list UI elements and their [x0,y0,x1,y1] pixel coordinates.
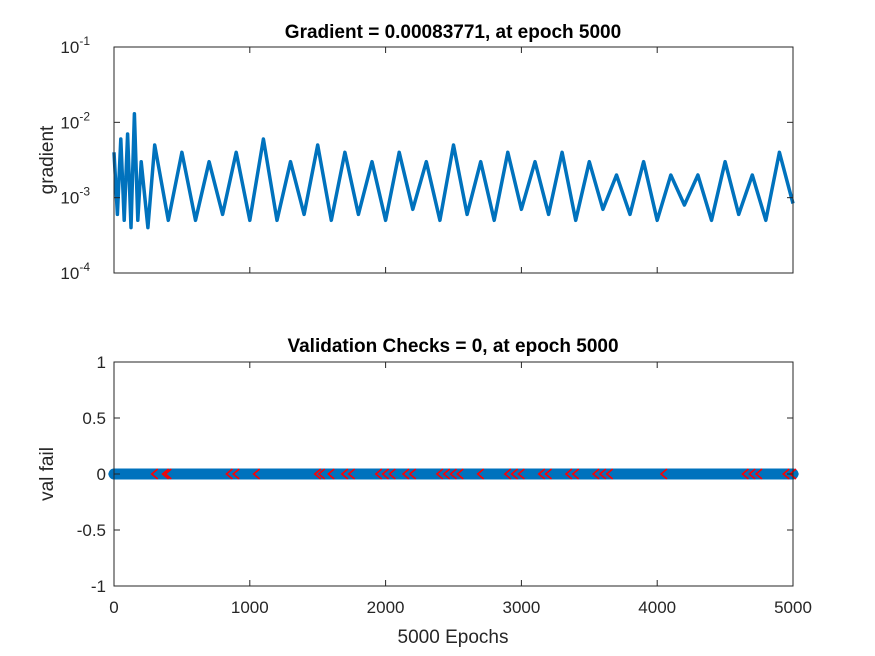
validation-highlight-marker [231,468,240,480]
validation-plot-title: Validation Checks = 0, at epoch 5000 [287,336,618,357]
x-tick-label: 0 [109,598,118,617]
validation-highlight-marker [476,468,485,480]
validation-highlight-marker [781,468,790,480]
validation-highlight-marker [741,468,749,480]
x-tick-label: 3000 [502,598,540,617]
x-axis-label: 5000 Epochs [398,627,509,648]
validation-highlight-marker [571,468,580,480]
validation-highlight-marker [544,468,553,480]
validation-y-tick-label: -0.5 [77,521,106,540]
x-tick-label: 4000 [638,598,676,617]
validation-highlight-marker [408,468,417,480]
validation-highlight-marker [340,468,349,480]
validation-highlight-marker [456,468,464,480]
validation-highlight-marker [435,468,444,480]
validation-highlight-marker [598,468,607,480]
gradient-line [112,111,795,230]
validation-highlight-marker [517,468,525,480]
gradient-y-tick-label: 10-3 [60,185,90,208]
validation-highlight-marker [442,468,451,480]
validation-y-tick-label: -1 [91,577,106,596]
validation-highlight-marker [347,468,356,480]
validation-highlight-marker [537,468,546,480]
x-tick-label: 5000 [774,598,812,617]
validation-highlight-marker [401,468,410,480]
validation-highlight-marker [161,468,170,480]
gradient-series [112,111,795,230]
validation-highlight-marker [510,468,519,480]
validation-highlight-marker [164,468,172,480]
validation-highlight-marker [748,468,756,480]
validation-highlight-marker [754,468,763,480]
validation-highlight-marker [317,468,326,480]
validation-y-ticks: -1 -0.5 0 0.5 1 [77,353,793,596]
validation-y-axis-label: val fail [37,447,58,501]
validation-highlight-marker [381,468,390,480]
validation-highlight-marker [374,468,383,480]
gradient-y-tick-label: 10-2 [60,109,90,132]
gradient-y-axis-label: gradient [37,125,58,194]
validation-highlight-marker [449,468,458,480]
validation-highlight-marker [252,468,261,480]
gradient-y-tick-label: 10-4 [60,260,90,283]
validation-highlight-marker [503,468,512,480]
validation-y-tick-label: 0 [97,465,106,484]
gradient-plot-title: Gradient = 0.00083771, at epoch 5000 [285,22,621,43]
validation-highlight-marker [150,468,159,480]
validation-highlight-marker [388,468,396,480]
gradient-y-tick-label: 10-1 [60,34,90,57]
x-tick-label: 2000 [367,598,405,617]
gradient-y-ticks: 10-4 10-3 10-2 10-1 [60,34,793,283]
validation-highlight-marker [327,468,335,480]
validation-highlight-marker [564,468,573,480]
validation-highlight-marker [313,468,322,480]
validation-highlight-marker [605,468,614,480]
validation-y-tick-label: 0.5 [82,409,106,428]
x-tick-label: 1000 [231,598,269,617]
validation-highlight-marker [591,468,600,480]
gradient-axes-frame [113,46,794,274]
validation-y-tick-label: 1 [97,353,106,372]
validation-x-ticks: 0 1000 2000 3000 4000 5000 [109,47,812,617]
gradient-plot: Gradient = 0.00083771, at epoch 5000 10-… [37,22,795,283]
validation-plot: Validation Checks = 0, at epoch 5000 -1-… [37,47,812,648]
validation-highlight-marker [225,468,233,480]
validation-series [108,468,799,480]
validation-highlight-marker [659,468,668,480]
